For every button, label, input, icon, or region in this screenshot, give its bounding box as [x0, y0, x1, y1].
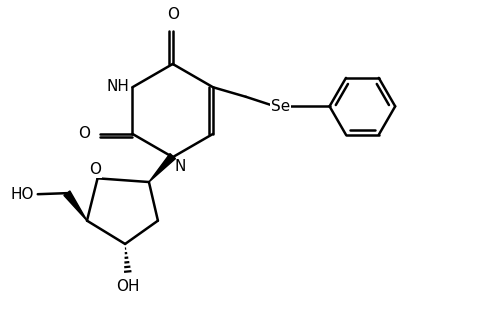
Polygon shape: [149, 154, 176, 182]
Text: Se: Se: [270, 99, 290, 114]
Text: O: O: [167, 7, 179, 22]
Text: HO: HO: [10, 187, 33, 202]
Polygon shape: [64, 191, 87, 221]
Text: O: O: [89, 162, 101, 177]
Text: OH: OH: [116, 280, 140, 294]
Text: N: N: [175, 159, 186, 174]
Text: O: O: [78, 126, 90, 141]
Text: NH: NH: [107, 79, 130, 94]
